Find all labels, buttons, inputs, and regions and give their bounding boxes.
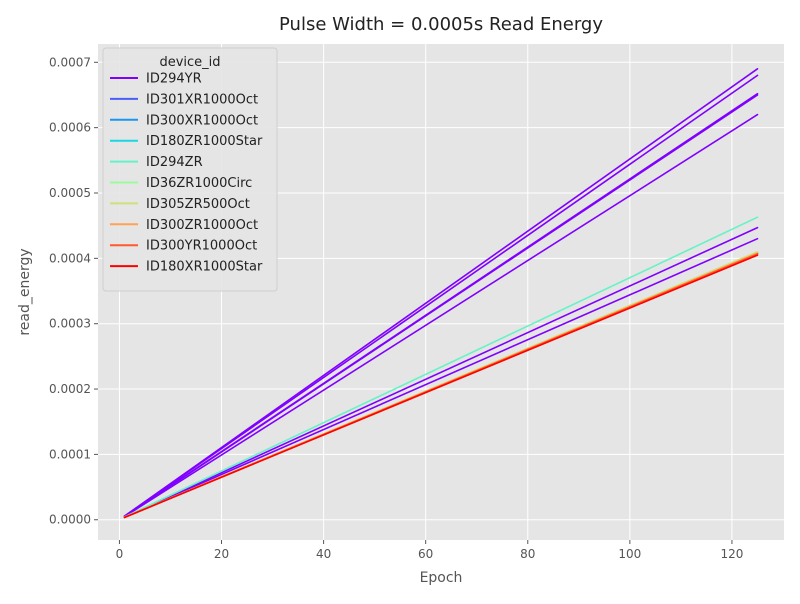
- axis-ticks: 0 20 40 60 80 100 120 0.0000 0.0001 0.0002 0.0003 0…: [49, 55, 743, 561]
- legend-label: ID294YR: [146, 72, 202, 87]
- series-line: [123, 94, 759, 518]
- y-tick-label: 0.0001: [49, 447, 91, 461]
- legend-label: ID300ZR1000Oct: [146, 218, 258, 233]
- x-tick-label: 80: [520, 547, 535, 561]
- x-tick-label: 100: [618, 547, 641, 561]
- series-line: [123, 226, 759, 518]
- y-tick-label: 0.0004: [49, 251, 91, 265]
- x-tick-label: 60: [418, 547, 433, 561]
- legend-label: ID294ZR: [146, 155, 203, 170]
- y-tick-label: 0.0006: [49, 121, 91, 135]
- legend-label: ID36ZR1000Circ: [146, 176, 252, 191]
- y-tick-label: 0.0003: [49, 317, 91, 331]
- legend-label: ID300XR1000Oct: [146, 113, 258, 128]
- y-tick-label: 0.0005: [49, 186, 91, 200]
- series-lines: [123, 68, 759, 519]
- x-tick-label: 120: [720, 547, 743, 561]
- series-line: [123, 216, 759, 518]
- y-tick-label: 0.0002: [49, 382, 91, 396]
- legend-box: [102, 47, 278, 292]
- x-tick-label: 40: [316, 547, 331, 561]
- y-axis-label: read_energy: [17, 248, 33, 335]
- legend-label: ID301XR1000Oct: [146, 92, 258, 107]
- series-line: [123, 113, 759, 518]
- legend-title: device_id: [159, 55, 220, 70]
- series-line: [123, 237, 759, 518]
- chart-title: Pulse Width = 0.0005s Read Energy: [279, 14, 603, 35]
- x-tick-label: 0: [116, 547, 124, 561]
- legend-label: ID180XR1000Star: [146, 260, 263, 275]
- y-tick-label: 0.0000: [49, 513, 91, 527]
- legend-label: ID305ZR500Oct: [146, 197, 250, 212]
- x-tick-label: 20: [214, 547, 229, 561]
- legend-label: ID300YR1000Oct: [146, 239, 257, 254]
- series-line: [123, 74, 759, 517]
- legend-label: ID180ZR1000Star: [146, 134, 263, 149]
- series-line: [123, 68, 759, 517]
- y-tick-label: 0.0007: [49, 55, 91, 69]
- series-line: [123, 254, 759, 519]
- x-axis-label: Epoch: [420, 570, 463, 586]
- legend: device_id ID294YR ID301XR1000Oct ID300XR100…: [102, 47, 278, 292]
